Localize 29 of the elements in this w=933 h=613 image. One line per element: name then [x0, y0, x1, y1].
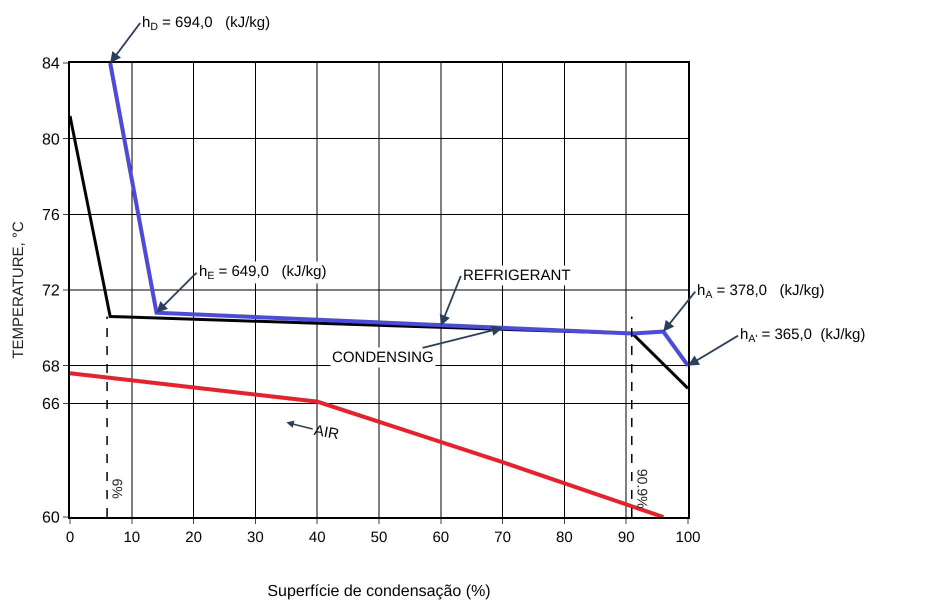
x-tick-label: 90 — [618, 529, 635, 546]
y-tick-label: 66 — [42, 396, 60, 414]
ref-line-label: 90.9% — [634, 468, 650, 509]
x-tick-label: 100 — [675, 529, 701, 546]
y-tick-label: 76 — [42, 206, 60, 224]
annotation: AIR — [312, 422, 340, 444]
ref-line-label: 6% — [110, 478, 126, 499]
y-tick-label: 60 — [42, 510, 60, 527]
x-tick-label: 50 — [370, 529, 388, 546]
y-tick-label: 68 — [42, 358, 60, 376]
x-tick-label: 10 — [123, 529, 140, 546]
annotation: h$_{A}$ = 378,0 (kJ/kg) — [697, 282, 824, 302]
x-tick-label: 30 — [247, 529, 264, 546]
y-axis-title: TEMPERATURE, °C — [10, 221, 27, 359]
x-tick-label: 70 — [494, 529, 511, 546]
annotation: h$_{E}$ = 649,0 (kJ/kg) — [199, 263, 326, 282]
y-tick-label: 84 — [42, 56, 60, 73]
x-axis-title: Superfície de condensação (%) — [267, 583, 491, 600]
annotation: h$_{A'}$ = 365,0 (kJ/kg) — [740, 326, 866, 346]
y-tick-label: 80 — [42, 131, 60, 148]
x-tick-label: 40 — [308, 529, 326, 546]
annotation: h$_{D}$ = 694,0 (kJ/kg) — [142, 14, 270, 34]
x-tick-label: 20 — [185, 529, 202, 546]
annotation: REFRIGERANT — [463, 267, 571, 284]
x-tick-label: 80 — [556, 529, 573, 546]
x-tick-label: 60 — [432, 529, 450, 546]
y-tick-label: 72 — [42, 282, 60, 300]
annotation: CONDENSING — [332, 349, 434, 366]
x-tick-label: 0 — [66, 529, 74, 546]
